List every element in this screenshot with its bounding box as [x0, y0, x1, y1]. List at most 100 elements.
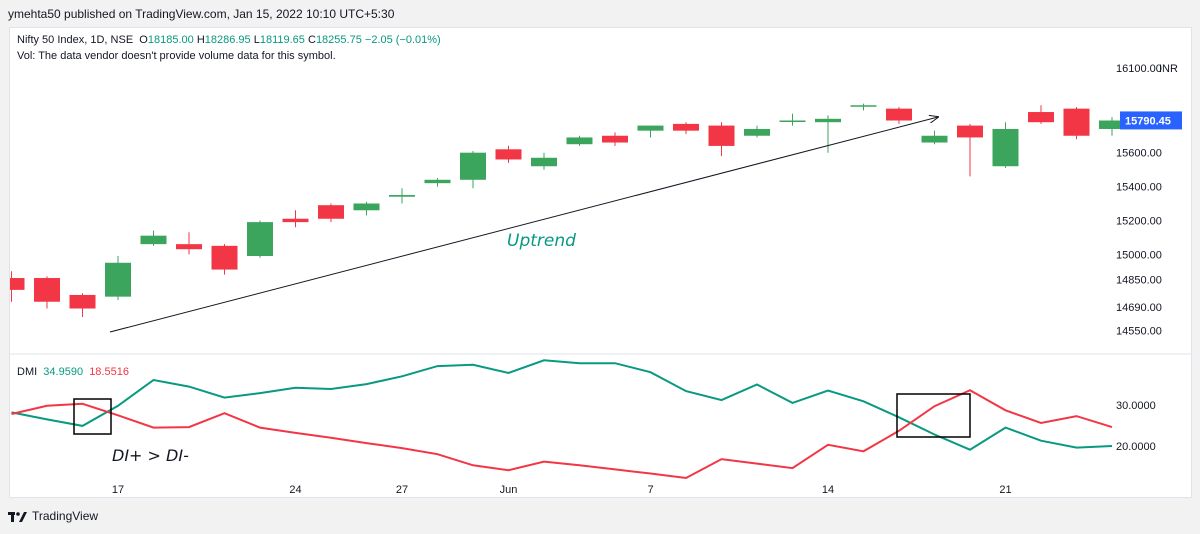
- candle-body: [10, 278, 25, 290]
- high-label: H: [196, 34, 205, 46]
- time-tick-label: 17: [112, 484, 124, 496]
- candle: [992, 122, 1019, 168]
- candle-body: [921, 135, 948, 143]
- candle: [10, 271, 25, 302]
- low-value: 18119.65: [259, 34, 305, 46]
- candle: [637, 125, 664, 138]
- candle: [850, 103, 877, 111]
- time-tick-label: 21: [999, 484, 1011, 496]
- candle: [69, 293, 96, 317]
- candle: [211, 244, 238, 275]
- currency-label: INR: [1159, 63, 1178, 75]
- candle: [176, 232, 202, 255]
- candle: [34, 276, 60, 309]
- candle: [673, 122, 699, 135]
- open-value: 18185.00: [147, 34, 194, 46]
- candle-body: [531, 157, 557, 167]
- price-tick-label: 14850.00: [1116, 275, 1162, 287]
- volume-note: Vol: The data vendor doesn't provide vol…: [17, 50, 336, 62]
- publish-bar: ymehta50 published on TradingView.com, J…: [0, 0, 1200, 26]
- publish-info: ymehta50 published on TradingView.com, J…: [8, 7, 395, 21]
- candle: [424, 178, 451, 187]
- candle-body: [779, 120, 806, 123]
- last-price-box: [1120, 111, 1182, 130]
- candle-body: [140, 235, 167, 245]
- candle-body: [495, 149, 522, 160]
- crossover-box: [896, 393, 971, 438]
- low-label: L: [253, 34, 260, 46]
- di-crossover-label: DI+ > DI-: [112, 446, 189, 465]
- candle-body: [1028, 112, 1054, 123]
- time-tick-label: 7: [647, 484, 653, 496]
- tradingview-footer: TradingView: [8, 509, 98, 523]
- dmi-pane: 30.0000 20.0000 DI+ > DI-: [11, 359, 1156, 480]
- price-tick-label: 15200.00: [1116, 215, 1162, 227]
- time-axis: 17 24 27 Jun 7 14 21: [112, 484, 1012, 496]
- candle: [353, 201, 380, 216]
- candle: [460, 150, 486, 189]
- crossover-box: [73, 398, 112, 435]
- candle-body: [353, 203, 380, 211]
- candle-body: [282, 218, 309, 223]
- price-tick-label: 15600.00: [1116, 148, 1162, 160]
- candle: [921, 130, 948, 145]
- price-tick-label: 14690.00: [1116, 302, 1162, 314]
- candle-body: [34, 278, 60, 302]
- di-plus-line: [11, 359, 1113, 451]
- price-tick-label: 16100.00: [1116, 63, 1162, 75]
- candle: [140, 230, 167, 246]
- candle-body: [318, 205, 344, 219]
- candle-body: [815, 118, 841, 123]
- candle: [602, 132, 628, 146]
- price-pane: 16100.00 15600.00 15400.00 15200.00 15000.00…: [10, 63, 1182, 338]
- candle-body: [460, 152, 486, 180]
- candle-body: [69, 294, 96, 309]
- candle-body: [105, 262, 131, 297]
- candle-body: [602, 135, 628, 143]
- candle-body: [850, 105, 877, 107]
- candle: [282, 210, 309, 228]
- dmi-tick-label: 20.0000: [1116, 441, 1156, 453]
- time-tick-label: 24: [289, 484, 301, 496]
- di-minus-value: 18.5516: [89, 366, 129, 378]
- close-value: 18255.75: [315, 34, 362, 46]
- candle-body: [673, 123, 699, 131]
- candle-body: [566, 137, 593, 145]
- candle: [531, 152, 557, 170]
- last-price-label: 15790.45: [1125, 115, 1171, 127]
- candle: [886, 106, 912, 124]
- candle: [495, 145, 522, 163]
- change-value: −2.05 (−0.01%): [364, 34, 441, 46]
- price-tick-label: 14550.00: [1116, 326, 1162, 338]
- candle: [815, 115, 841, 153]
- dmi-title: DMI: [17, 366, 38, 378]
- candle-body: [708, 125, 735, 146]
- high-value: 18286.95: [204, 34, 251, 46]
- candle-body: [992, 128, 1019, 167]
- uptrend-label: Uptrend: [507, 231, 576, 251]
- chart-canvas[interactable]: 16100.00 15600.00 15400.00 15200.00 15000.00…: [10, 28, 1191, 497]
- symbol-name: Nifty 50 Index, 1D, NSE: [17, 34, 134, 46]
- chart-card: 16100.00 15600.00 15400.00 15200.00 15000.00…: [9, 27, 1192, 498]
- candle: [1028, 105, 1054, 124]
- dmi-legend: DMI 34.9590 18.5516: [17, 366, 129, 378]
- candle-body: [1099, 120, 1125, 129]
- price-legend: Nifty 50 Index, 1D, NSE O18185.00 H18286…: [17, 34, 441, 46]
- candle: [708, 122, 735, 157]
- candle: [105, 256, 131, 301]
- di-minus-line: [11, 389, 1113, 480]
- candle-body: [389, 195, 415, 197]
- price-tick-label: 15000.00: [1116, 249, 1162, 261]
- candle: [566, 135, 593, 146]
- candle: [744, 125, 770, 138]
- candle-body: [744, 128, 770, 136]
- candle-body: [1063, 108, 1090, 136]
- candle-body: [247, 222, 273, 257]
- time-tick-label: 27: [396, 484, 408, 496]
- uptrend-arrow: [109, 117, 938, 333]
- candle-body: [176, 244, 202, 250]
- tradingview-logo-icon: [8, 511, 27, 522]
- close-label: C: [307, 34, 316, 46]
- time-tick-label: 14: [822, 484, 834, 496]
- candle-body: [424, 179, 451, 184]
